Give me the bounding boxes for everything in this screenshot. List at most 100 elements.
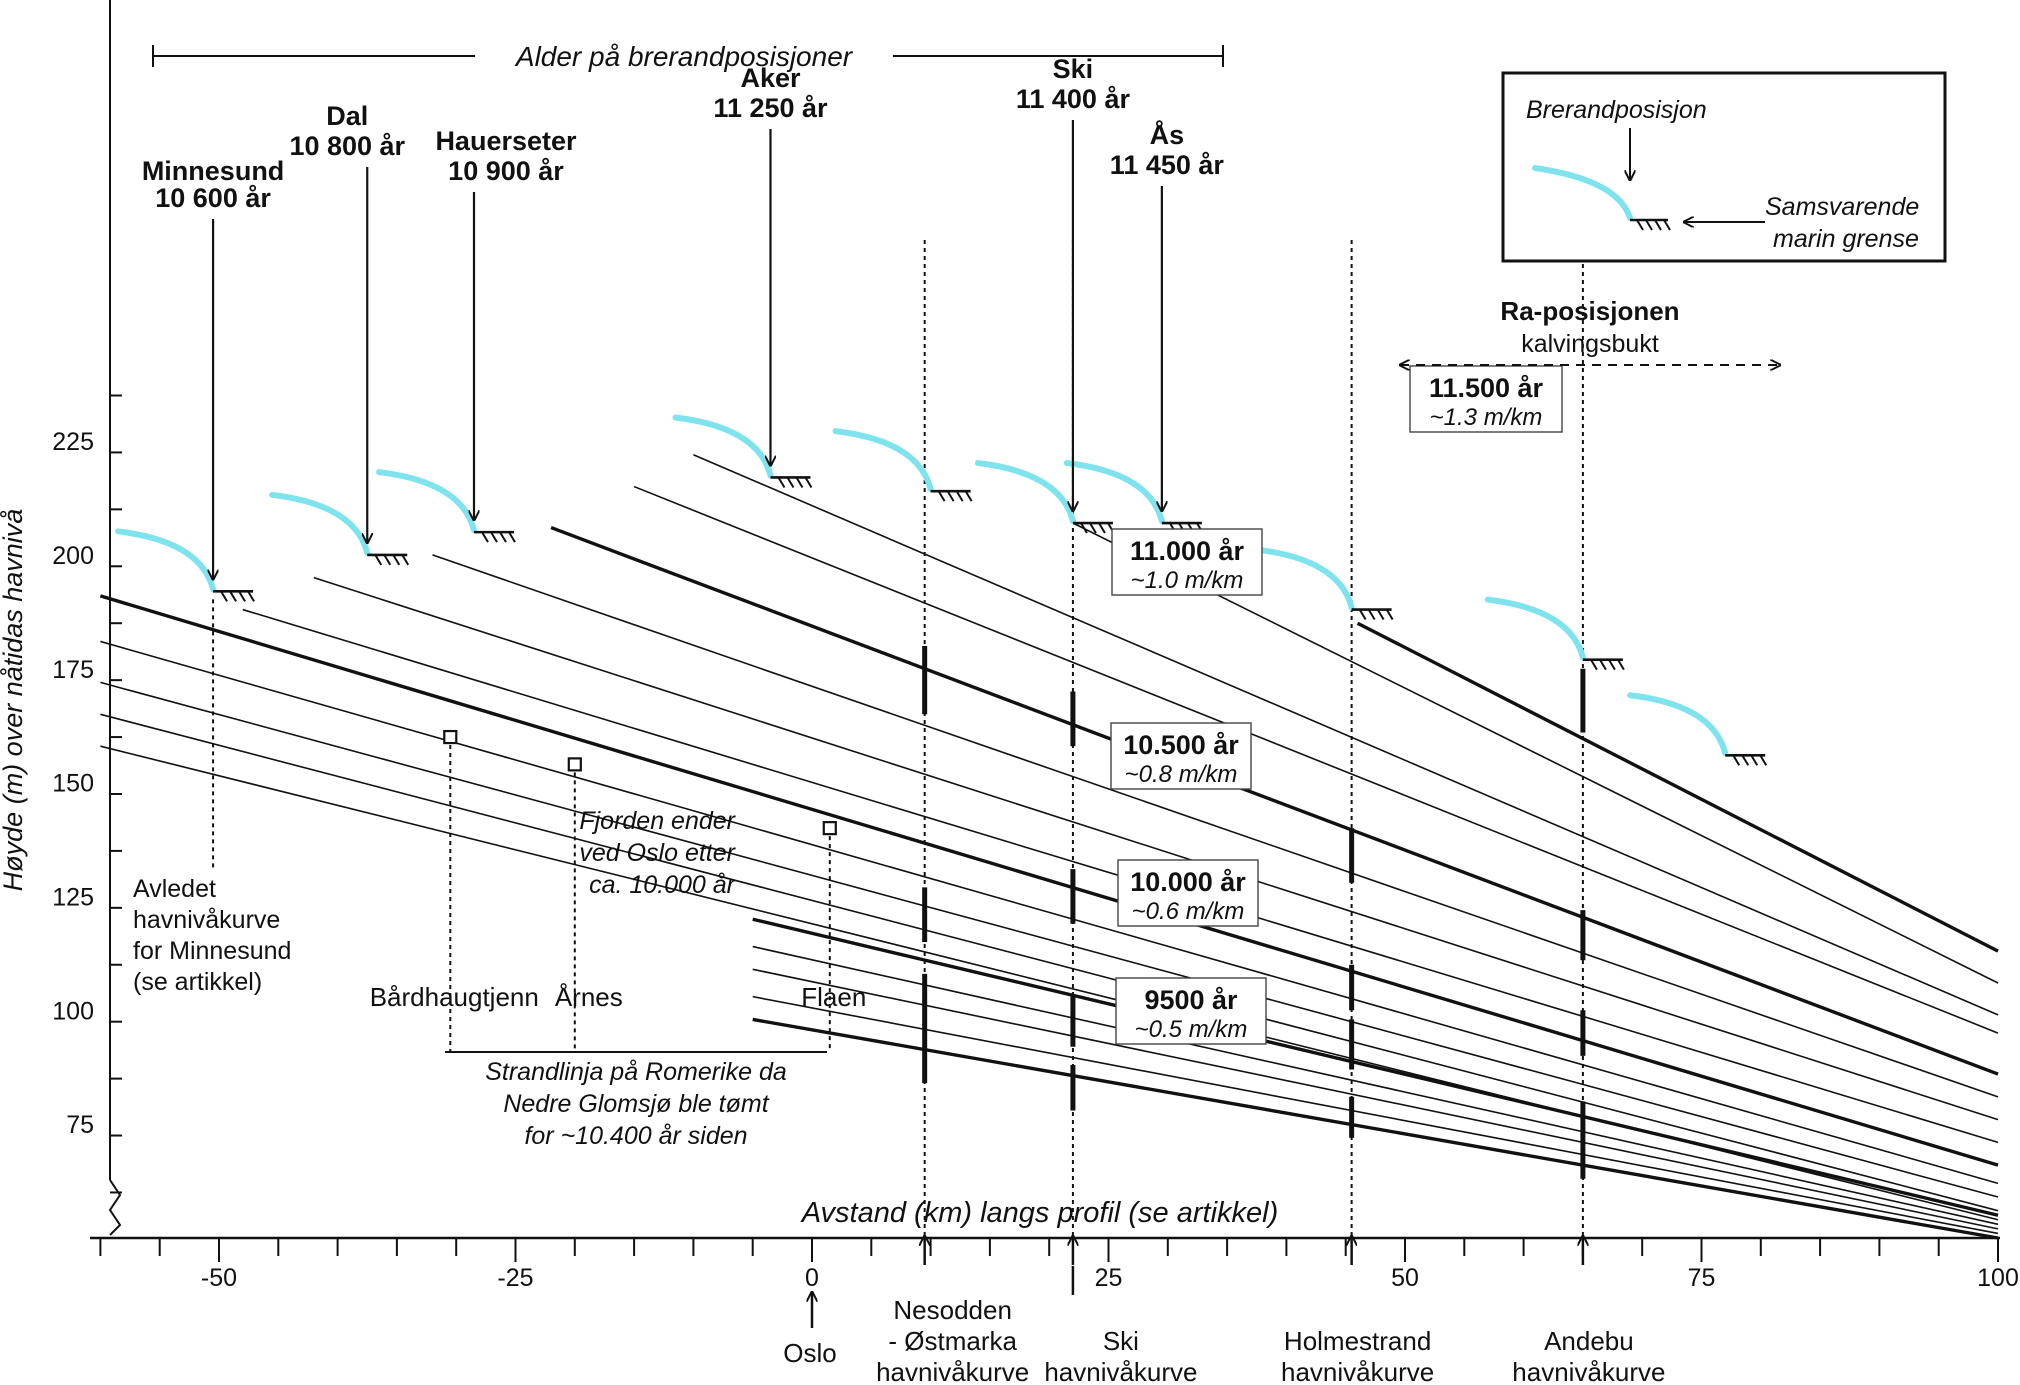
shoreline — [752, 917, 1999, 1217]
x-tick-label: 0 — [805, 1264, 819, 1292]
shoreline-label-box — [1115, 977, 1267, 1045]
x-tick-label: -50 — [201, 1264, 237, 1292]
ice-margin-age: 10 800 år — [289, 131, 405, 161]
hatch — [1599, 659, 1607, 671]
hatch — [374, 554, 383, 566]
ice-margin-curve — [375, 469, 477, 534]
shoreline — [693, 453, 1999, 1016]
shoreline-age-label: 10.500 år~0.8 m/km — [1110, 722, 1252, 790]
sea-level-curve-label: havnivåkurve — [1512, 1357, 1665, 1385]
hatch — [1098, 522, 1106, 534]
minnesund-note-line: Avledet — [133, 875, 216, 903]
ice-margin-age: 11 450 år — [1110, 150, 1225, 180]
hatch — [392, 554, 401, 566]
sea-level-curve-label: havnivåkurve — [1044, 1357, 1197, 1385]
sea-level-curve-label: Holmestrand — [1284, 1326, 1431, 1356]
hatch — [1741, 754, 1750, 766]
shoreline — [100, 681, 1999, 1198]
ice-margin-age: 10 600 år — [155, 183, 271, 213]
hatch — [499, 531, 507, 543]
minnesund-note: Avledet havnivåkurve for Minnesund (se a… — [133, 875, 291, 996]
shoreline — [432, 554, 1999, 1098]
basin-label: Årnes — [555, 982, 623, 1012]
shoreline — [313, 576, 1999, 1121]
hatch — [946, 490, 955, 502]
basin-marker — [567, 757, 582, 772]
ice-margin-curve — [269, 491, 371, 556]
ice-margin-curve — [832, 428, 934, 493]
marine-limit-symbol — [770, 476, 813, 488]
ice-margin-name: Aker — [740, 63, 801, 93]
legend-limit-label-1: Samsvarende — [1765, 193, 1919, 221]
x-axis-label: Avstand (km) langs profil (se artikkel) — [800, 1197, 1279, 1229]
shoreline — [752, 968, 1999, 1230]
marine-limit-symbol — [1072, 521, 1115, 534]
y-tick-label: 75 — [66, 1111, 94, 1139]
sea-level-curve-label: - Østmarka — [888, 1326, 1017, 1356]
basin-marker — [822, 821, 837, 836]
age-range-title: Alder på brerandposisjoner — [514, 41, 854, 72]
sea-level-curve-label: Nesodden — [893, 1295, 1012, 1325]
ice-margin-curve — [1484, 596, 1586, 661]
marine-limit-symbol — [1582, 658, 1625, 671]
ice-margin-curve — [974, 460, 1076, 525]
hatch — [1089, 522, 1097, 534]
hatch — [1750, 754, 1759, 766]
shoreline-gradient: ~0.6 m/km — [1132, 898, 1245, 925]
ice-margin-curve — [1627, 692, 1729, 757]
shoreline-age-label: 10.000 år~0.6 m/km — [1117, 859, 1259, 927]
hatch — [804, 476, 813, 488]
shoreline-label-box — [1110, 722, 1252, 790]
shoreline-gradient: ~1.3 m/km — [1430, 404, 1543, 431]
hatch — [490, 531, 498, 543]
shoreline — [752, 995, 1999, 1235]
sea-level-curve-label: Ski — [1103, 1326, 1139, 1356]
fjord-note: Fjorden ender ved Oslo etter ca. 10.000 … — [579, 807, 736, 899]
minnesund-note-line: havnivåkurve — [133, 906, 280, 934]
hatch — [777, 476, 786, 488]
legend-margin-label: Brerandposisjon — [1526, 96, 1707, 124]
y-tick-label: 175 — [52, 656, 94, 684]
shoreline — [633, 485, 1999, 1034]
ice-margin-age: 10 900 år — [448, 156, 564, 186]
hatch — [964, 490, 973, 502]
x-tick-label: 25 — [1095, 1264, 1123, 1292]
hatch — [955, 490, 964, 502]
shoreline-gradient: ~0.5 m/km — [1135, 1016, 1248, 1043]
shoreline — [550, 525, 1999, 1076]
minnesund-note-line: (se artikkel) — [133, 968, 262, 996]
ra-subtitle: kalvingsbukt — [1521, 330, 1659, 358]
shoreline — [752, 945, 1999, 1226]
ice-margin-age: 11 400 år — [1016, 84, 1131, 114]
ice-margin-name: Ås — [1150, 119, 1185, 150]
sea-level-curve-label: Andebu — [1544, 1326, 1634, 1356]
marine-limit-symbol — [213, 590, 255, 602]
shoreline-label-box — [1111, 528, 1263, 596]
hatch — [220, 590, 228, 602]
ice-margin-age: 11 250 år — [713, 93, 828, 123]
fjord-note-line: ved Oslo etter — [579, 839, 736, 867]
hatch — [1080, 522, 1088, 534]
shoreline-gradient: ~0.8 m/km — [1125, 761, 1238, 788]
hatch — [247, 590, 255, 602]
shoreline-age: 9500 år — [1144, 985, 1238, 1015]
ra-position: Ra-posisjonen kalvingsbukt — [1400, 296, 1780, 365]
marine-limit-symbol — [1725, 753, 1768, 766]
ice-margin-name: Hauerseter — [435, 126, 577, 156]
hatch — [401, 554, 410, 566]
basin-label: Flaen — [801, 982, 866, 1012]
shoreline-age: 11.500 år — [1429, 373, 1544, 403]
hatch — [1358, 609, 1367, 621]
y-axis: 75 100 125 150 175 200 225 — [52, 394, 122, 1194]
ice-margin-curve — [1063, 460, 1165, 525]
x-tick-label: 50 — [1391, 1264, 1419, 1292]
shoreline — [1072, 522, 1999, 984]
y-tick-label: 125 — [52, 883, 94, 911]
romerike-note-line: Nedre Glomsjø ble tømt — [503, 1090, 769, 1118]
basin-label: Bårdhaugtjenn — [370, 982, 539, 1012]
hatch — [1759, 754, 1768, 766]
shoreline — [100, 640, 1999, 1185]
hatch — [238, 590, 246, 602]
